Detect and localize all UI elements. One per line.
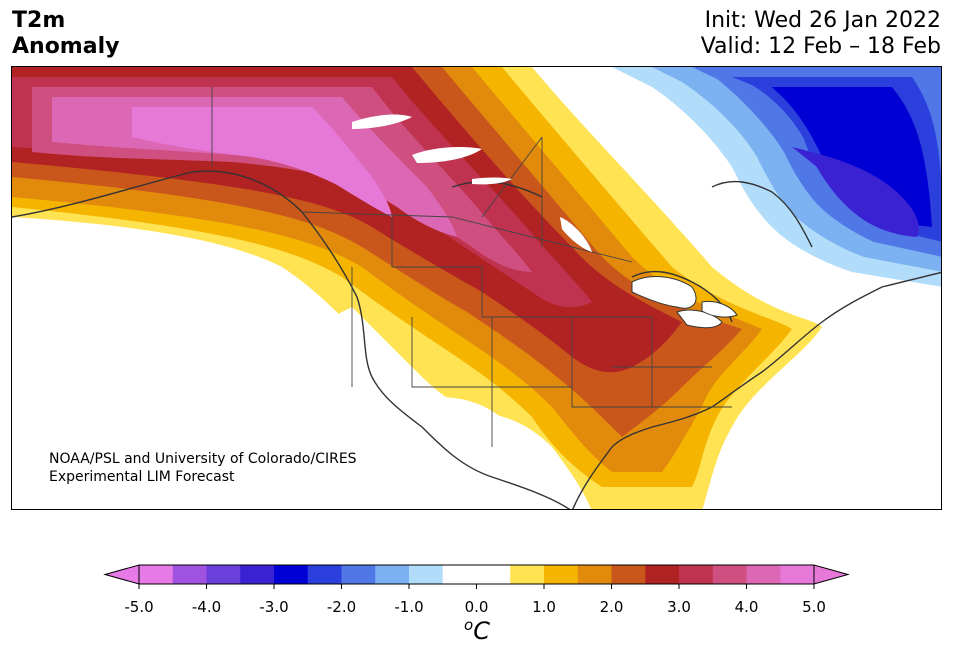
colorbar-tick-label: -2.0 [326,598,357,616]
canadian-lakes [352,114,592,252]
anomaly-map [11,66,942,510]
colorbar-tick-label: -5.0 [124,598,154,616]
colorbar-tick-label: -4.0 [191,598,222,616]
credit-line-2: Experimental LIM Forecast [49,469,235,485]
colorbar-cell [746,565,781,584]
colorbar-tick-label: -3.0 [259,598,289,616]
colorbar-cell [139,565,174,584]
colorbar-cell [645,565,680,584]
colorbar-cell [375,565,410,584]
colorbar-cell [240,565,275,584]
map-svg [12,67,941,509]
colorbar-cell [172,565,207,584]
colorbar-tick-label: 4.0 [734,598,759,616]
colorbar-tick-label: 1.0 [532,598,556,616]
colorbar-cell [577,565,612,584]
credit-line-1: NOAA/PSL and University of Colorado/CIRE… [49,451,357,467]
init-date: Init: Wed 26 Jan 2022 [704,8,941,33]
chart-title: T2m Anomaly [12,8,119,60]
colorbar-tick-label: -1.0 [394,598,424,616]
colorbar-extend-high [813,564,850,585]
colorbar-cell [510,565,545,584]
colorbar-cell [780,565,815,584]
colorbar-tick-label: 0.0 [464,598,489,616]
forecast-dates: Init: Wed 26 Jan 2022 Valid: 12 Feb – 18… [701,8,941,60]
colorbar-cell [544,565,579,584]
colorbar-cell [679,565,714,584]
valid-dates: Valid: 12 Feb – 18 Feb [700,34,941,59]
colorbar-tick-label: 5.0 [802,598,826,616]
colorbar [103,564,850,589]
colorbar-unit: oC [464,616,490,645]
great-lakes [631,276,738,329]
colorbar-cell [409,565,444,584]
variable-label: T2m [12,8,66,33]
colorbar-extend-low [103,564,140,585]
colorbar-cell [476,565,511,584]
colorbar-cell [442,565,477,584]
colorbar-cell [274,565,309,584]
colorbar-tick-label: 3.0 [667,598,691,616]
unit-degree: o [464,616,474,634]
colorbar-cell [611,565,646,584]
cold-band-3c [792,147,919,237]
forecast-credit: NOAA/PSL and University of Colorado/CIRE… [49,450,357,486]
colorbar-cell [341,565,376,584]
unit-celsius: C [473,617,490,645]
political-borders [211,87,732,447]
colorbar-cell [712,565,747,584]
anomaly-band-5c [132,107,392,217]
colorbar-cell [206,565,241,584]
colorbar-cell [307,565,342,584]
colorbar-tick-label: 2.0 [599,598,624,616]
anomaly-label: Anomaly [12,34,120,59]
